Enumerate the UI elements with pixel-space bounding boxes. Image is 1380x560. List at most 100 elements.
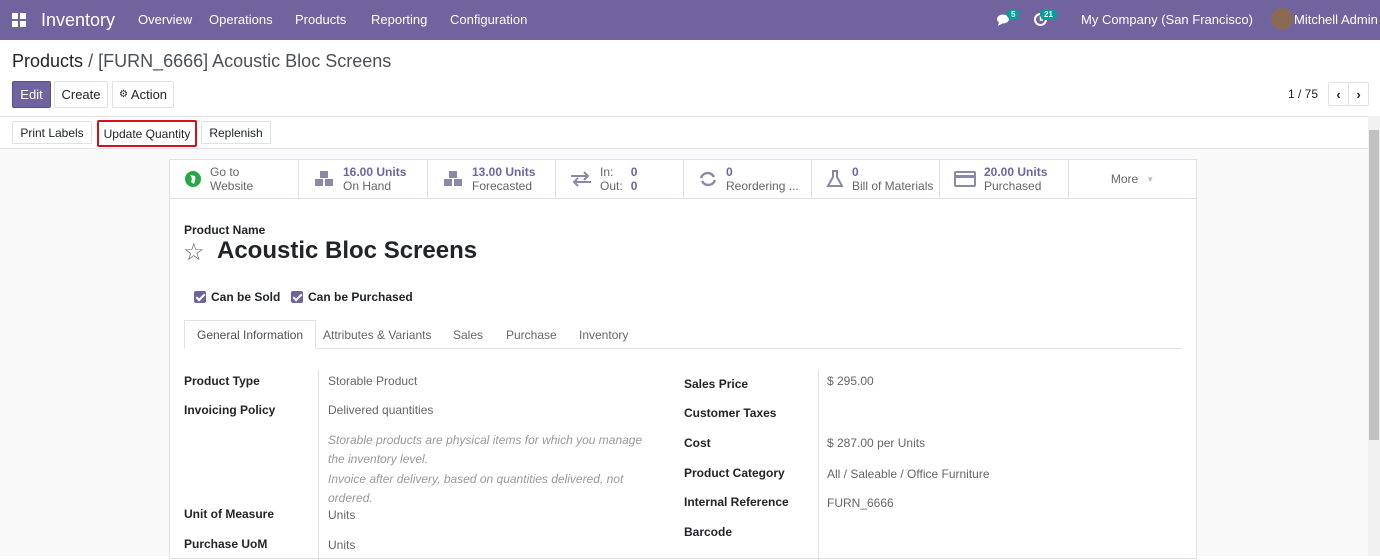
can-be-purchased-checkbox[interactable]: Can be Purchased	[291, 290, 413, 304]
stat-value: 20.00 Units	[984, 165, 1048, 179]
replenish-button[interactable]: Replenish	[201, 121, 271, 144]
menu-reporting[interactable]: Reporting	[371, 12, 428, 27]
gear-icon: ⚙	[118, 89, 128, 100]
caret-down-icon: ▼	[1146, 174, 1155, 184]
checkbox-label: Can be Purchased	[308, 290, 413, 304]
uom-field[interactable]: Units	[328, 508, 356, 522]
scrollbar[interactable]	[1368, 116, 1380, 556]
barcode-label: Barcode	[684, 525, 733, 539]
checkbox-checked-icon	[291, 291, 303, 303]
stat-value: 16.00 Units	[343, 165, 407, 179]
stat-label: On Hand	[343, 179, 392, 193]
invoicing-policy-label: Invoicing Policy	[184, 403, 276, 417]
breadcrumb-parent[interactable]: Products	[12, 51, 84, 71]
invoicing-policy-field[interactable]: Delivered quantities	[328, 403, 434, 417]
credit-card-icon	[954, 171, 976, 187]
exchange-icon	[571, 171, 591, 187]
user-menu[interactable]: Mitchell Admin	[1294, 12, 1378, 27]
company-switcher[interactable]: My Company (San Francisco)	[1081, 12, 1253, 27]
pager-next-button[interactable]: ›	[1348, 82, 1369, 106]
menu-configuration[interactable]: Configuration	[450, 12, 528, 27]
customer-taxes-label: Customer Taxes	[684, 406, 777, 420]
in-label: In:	[600, 165, 614, 179]
menu-products[interactable]: Products	[295, 12, 347, 27]
stat-value: 0	[726, 165, 733, 179]
more-button[interactable]: More ▼	[1069, 160, 1196, 198]
product-name-label: Product Name	[184, 223, 266, 237]
in-value: 0	[630, 165, 638, 179]
divider	[170, 198, 1196, 199]
forecasted-button[interactable]: 13.00 Units Forecasted	[428, 160, 556, 198]
stat-label: Website	[210, 179, 254, 193]
stat-label: Bill of Materials	[852, 179, 934, 193]
uom-label: Unit of Measure	[184, 507, 275, 521]
avatar[interactable]	[1271, 8, 1293, 30]
refresh-icon	[699, 171, 717, 187]
tab-purchase[interactable]: Purchase	[506, 327, 557, 342]
flask-icon	[826, 170, 844, 187]
cubes-icon	[315, 171, 333, 186]
tabs-divider	[184, 348, 1182, 349]
pager-previous-button[interactable]: ‹	[1328, 82, 1349, 106]
bom-button[interactable]: 0 Bill of Materials	[812, 160, 940, 198]
out-label: Out:	[600, 179, 623, 193]
action-button[interactable]: ⚙ Action	[112, 81, 174, 108]
menu-operations[interactable]: Operations	[209, 12, 273, 27]
pager-value[interactable]: 1 / 75	[1288, 87, 1319, 101]
menu-overview[interactable]: Overview	[138, 12, 193, 27]
cost-unit: per Units	[877, 436, 926, 450]
divider	[318, 370, 319, 560]
edit-button[interactable]: Edit	[12, 81, 51, 108]
product-type-label: Product Type	[184, 374, 260, 388]
reordering-button[interactable]: 0 Reordering ...	[684, 160, 812, 198]
purchased-button[interactable]: 20.00 Units Purchased	[940, 160, 1069, 198]
checkbox-label: Can be Sold	[211, 290, 281, 304]
invoicing-policy-help: Invoice after delivery, based on quantit…	[328, 472, 624, 505]
purchase-uom-label: Purchase UoM	[184, 537, 268, 551]
print-labels-button[interactable]: Print Labels	[12, 121, 92, 144]
messages-icon[interactable]	[996, 13, 1012, 27]
product-category-label: Product Category	[684, 466, 785, 480]
activities-badge: 21	[1040, 9, 1057, 20]
cost-field[interactable]: $ 287.00 per Units	[827, 436, 925, 450]
messages-badge: 5	[1007, 9, 1020, 20]
tab-sales[interactable]: Sales	[453, 327, 484, 342]
cubes-icon	[444, 171, 462, 186]
website-button[interactable]: Go to Website	[170, 160, 299, 198]
breadcrumb-separator: /	[88, 51, 94, 71]
breadcrumb: Products / [FURN_6666] Acoustic Bloc Scr…	[12, 51, 391, 72]
stat-value: Go to	[210, 165, 240, 179]
product-category-field[interactable]: All / Saleable / Office Furniture	[827, 467, 990, 481]
page-title: [FURN_6666] Acoustic Bloc Screens	[98, 51, 392, 71]
on-hand-button[interactable]: 16.00 Units On Hand	[299, 160, 428, 198]
in-out-button[interactable]: In: 0 Out: 0	[556, 160, 684, 198]
app-name[interactable]: Inventory	[41, 10, 116, 30]
internal-reference-label: Internal Reference	[684, 495, 789, 509]
more-label: More	[1110, 172, 1139, 186]
create-button[interactable]: Create	[54, 81, 108, 108]
cost-value: $ 287.00	[827, 436, 874, 450]
apps-menu-icon[interactable]	[12, 13, 26, 27]
tab-inventory[interactable]: Inventory	[579, 327, 629, 342]
can-be-sold-checkbox[interactable]: Can be Sold	[194, 290, 280, 304]
stat-label: Forecasted	[472, 179, 533, 193]
stat-value: 0	[852, 165, 859, 179]
purchase-uom-field[interactable]: Units	[328, 538, 356, 552]
sales-price-field[interactable]: $ 295.00	[827, 374, 874, 388]
product-name[interactable]: Acoustic Bloc Screens	[217, 237, 478, 264]
update-quantity-button[interactable]: Update Quantity	[97, 120, 197, 147]
out-value: 0	[630, 179, 638, 193]
divider	[818, 370, 819, 560]
favorite-star-icon[interactable]: ☆	[183, 239, 205, 266]
tab-general-information[interactable]: General Information	[184, 320, 317, 349]
top-navbar: Inventory Overview Operations Products R…	[0, 0, 1380, 40]
checkbox-checked-icon	[194, 291, 206, 303]
chevron-right-icon: ›	[1356, 86, 1361, 102]
product-type-help: Storable products are physical items for…	[328, 433, 643, 466]
internal-reference-field[interactable]: FURN_6666	[827, 496, 894, 510]
tab-attributes-variants[interactable]: Attributes & Variants	[323, 327, 432, 342]
divider	[0, 116, 1368, 117]
product-type-field[interactable]: Storable Product	[328, 374, 418, 388]
sales-price-label: Sales Price	[684, 377, 749, 391]
form-sheet	[169, 159, 1197, 559]
